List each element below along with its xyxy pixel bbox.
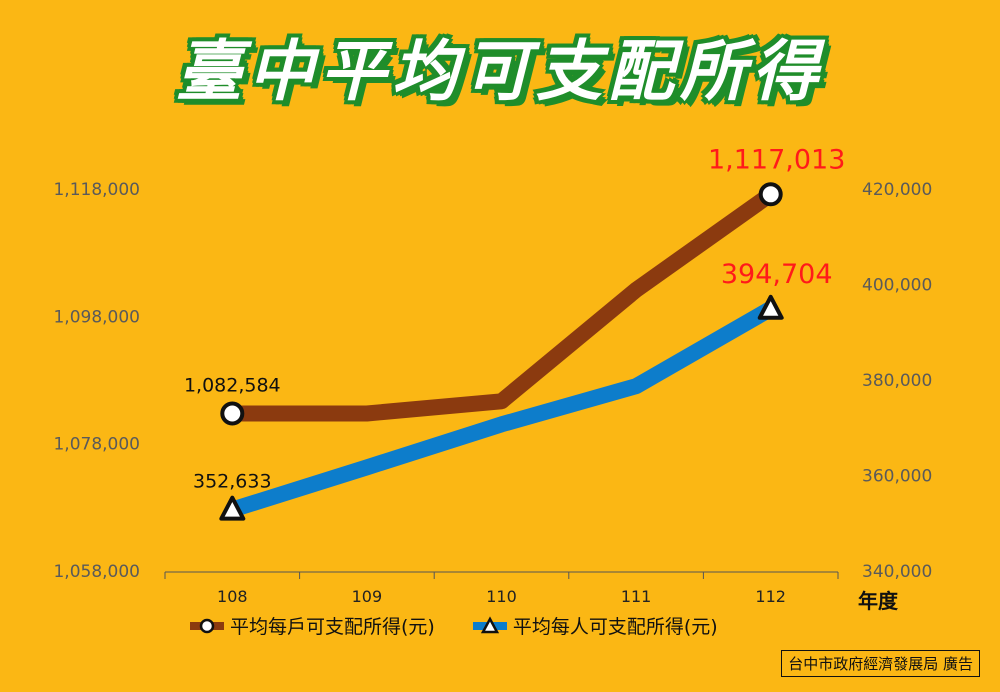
chart-title: 臺中平均可支配所得 bbox=[176, 33, 824, 110]
data-point-marker bbox=[758, 182, 783, 207]
x-tick-label: 108 bbox=[217, 587, 248, 606]
legend-item-household: 平均每戶可支配所得(元) bbox=[190, 612, 435, 639]
data-label: 1,082,584 bbox=[184, 374, 281, 396]
x-tick-label: 112 bbox=[755, 587, 786, 606]
legend-item-person: 平均每人可支配所得(元) bbox=[472, 612, 718, 639]
y-right-tick-label: 340,000 bbox=[862, 562, 932, 582]
series-line-household bbox=[232, 187, 776, 422]
x-tick-label: 109 bbox=[352, 587, 383, 606]
data-label: 1,117,013 bbox=[708, 144, 845, 175]
y-right-tick-label: 360,000 bbox=[862, 467, 932, 487]
y-right-tick-label: 400,000 bbox=[862, 276, 932, 296]
y-left-tick-label: 1,058,000 bbox=[53, 562, 140, 582]
legend: 平均每戶可支配所得(元) 平均每人可支配所得(元) bbox=[190, 612, 718, 639]
y-left-tick-label: 1,118,000 bbox=[53, 180, 140, 200]
data-point-marker bbox=[757, 294, 784, 320]
legend-swatch-household bbox=[190, 618, 224, 633]
legend-label-person: 平均每人可支配所得(元) bbox=[512, 616, 718, 638]
data-point-marker bbox=[219, 495, 246, 521]
legend-swatch-person bbox=[472, 615, 507, 633]
series-line-person bbox=[229, 301, 775, 518]
data-label: 394,704 bbox=[721, 259, 833, 290]
data-point-marker bbox=[220, 401, 245, 426]
x-tick-label: 110 bbox=[486, 587, 517, 606]
y-left-tick-label: 1,098,000 bbox=[53, 307, 140, 327]
y-right-tick-label: 380,000 bbox=[862, 371, 932, 391]
data-label: 352,633 bbox=[193, 471, 272, 493]
source-note: 台中市政府經濟發展局 廣告 bbox=[781, 650, 980, 677]
x-tick-label: 111 bbox=[621, 587, 652, 606]
x-axis-label: 年度 bbox=[858, 589, 899, 613]
y-right-tick-label: 420,000 bbox=[862, 180, 932, 200]
y-left-tick-label: 1,078,000 bbox=[53, 435, 140, 455]
legend-label-household: 平均每戶可支配所得(元) bbox=[230, 616, 435, 638]
